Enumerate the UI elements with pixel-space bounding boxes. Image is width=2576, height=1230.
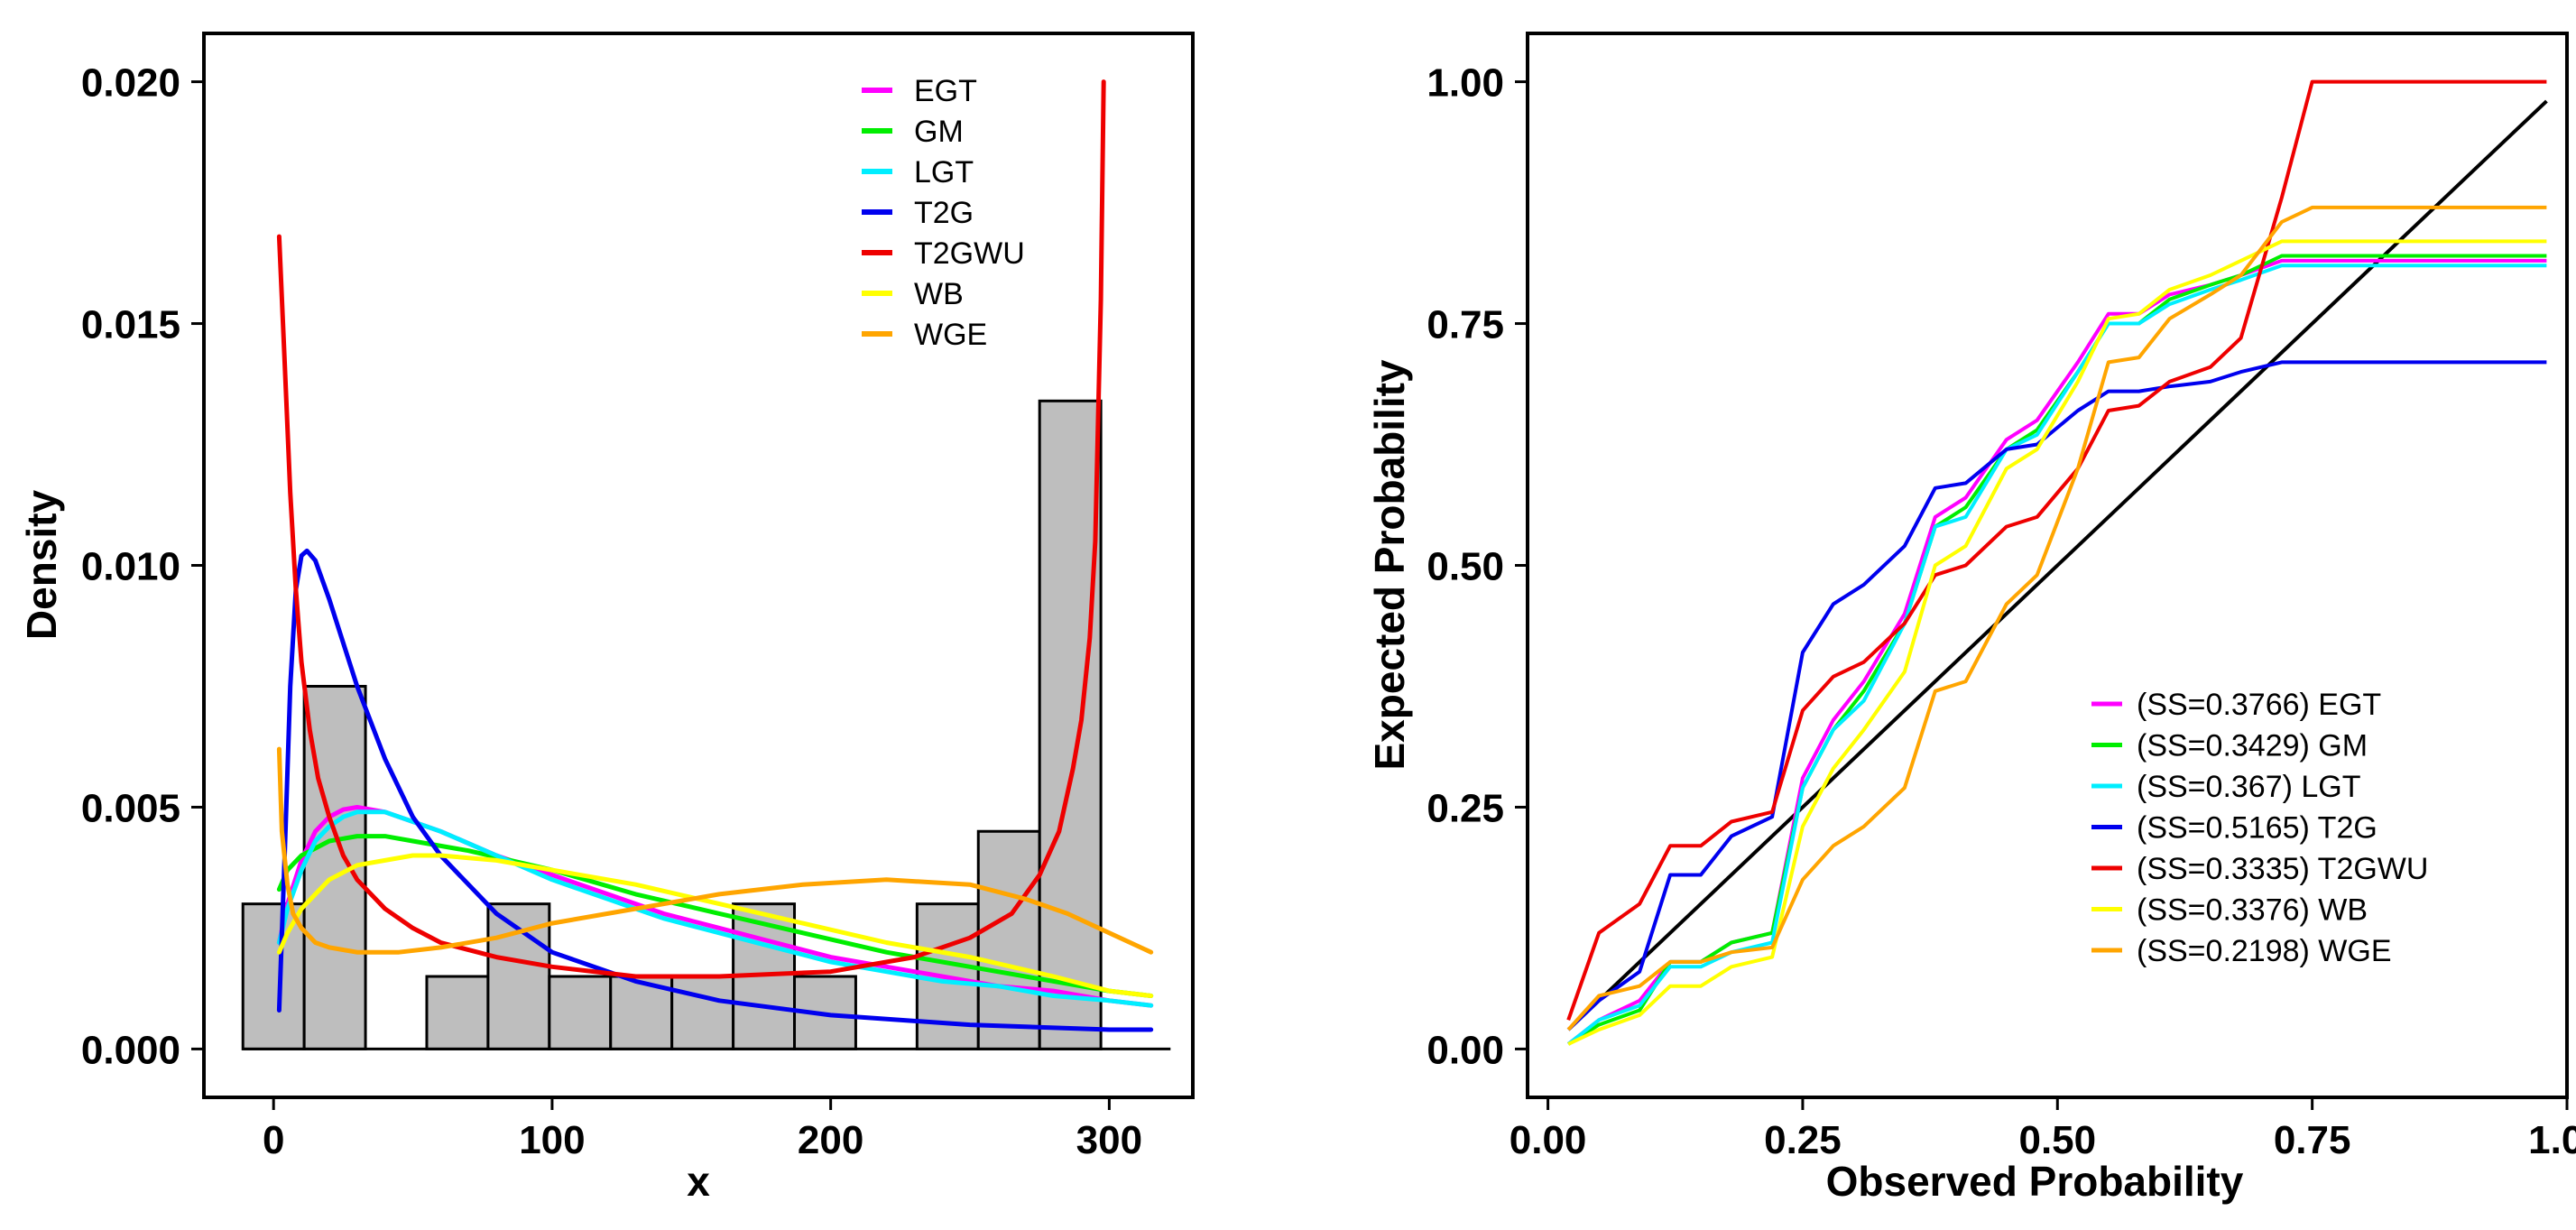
density-x-tick-label: 100 xyxy=(519,1118,585,1162)
density-y-tick-label: 0.020 xyxy=(81,61,180,106)
histogram-bar xyxy=(1038,399,1103,1050)
density-y-axis-title: Density xyxy=(18,490,65,641)
pp-legend-label-t2g: (SS=0.5165) T2G xyxy=(2137,811,2377,846)
histogram-bar xyxy=(670,975,735,1050)
pp-legend-label-wge: (SS=0.2198) WGE xyxy=(2137,934,2392,968)
pp-plot-frame xyxy=(1526,32,2569,1099)
density-axis-ticks: 0 100 200 300 0.000 0.005 0.010 0.015 0.020 xyxy=(81,61,1142,1162)
pp-curve-t2gwu xyxy=(1566,79,2547,1021)
pp-legend-label-t2gwu: (SS=0.3335) T2GWU xyxy=(2137,852,2428,886)
pp-panel: 0.00 0.25 0.50 0.75 1.00 0.00 0.25 0.50 0.75 1.00… xyxy=(1366,32,2576,1205)
density-legend-label-t2g: T2G xyxy=(914,196,974,230)
density-legend-label-t2gwu: T2GWU xyxy=(914,236,1025,271)
pp-y-tick-label: 0.00 xyxy=(1426,1028,1504,1072)
pp-x-tick-label: 0.00 xyxy=(1510,1118,1587,1162)
histogram-bar xyxy=(425,975,490,1050)
histogram-bar xyxy=(241,902,306,1050)
pp-legend-label-egt: (SS=0.3766) EGT xyxy=(2137,688,2381,722)
pp-curve-egt xyxy=(1566,258,2547,1046)
pp-curve-wb xyxy=(1567,239,2547,1046)
pp-y-axis-title: Expected Probability xyxy=(1366,359,1413,770)
pp-y-tick-label: 0.50 xyxy=(1426,545,1504,589)
pp-legend-label-wb: (SS=0.3376) WB xyxy=(2137,893,2368,928)
density-legend-label-wge: WGE xyxy=(914,318,987,352)
density-curve-t2gwu xyxy=(276,79,1106,979)
histogram-bar xyxy=(976,829,1041,1050)
density-histogram xyxy=(241,399,1171,1050)
pp-x-tick-label: 0.50 xyxy=(2018,1118,2096,1162)
density-y-tick-label: 0.010 xyxy=(81,545,180,589)
density-curves xyxy=(276,79,1154,1032)
pp-y-tick-label: 1.00 xyxy=(1426,61,1504,106)
density-legend-label-egt: EGT xyxy=(914,74,977,108)
pp-x-tick-label: 1.00 xyxy=(2528,1118,2576,1162)
density-legend-label-lgt: LGT xyxy=(914,155,974,190)
pp-curve-lgt xyxy=(1566,264,2547,1046)
pp-curves xyxy=(1566,79,2547,1046)
density-x-tick-label: 200 xyxy=(798,1118,863,1162)
density-curve-wb xyxy=(276,853,1154,998)
density-panel: 0 100 200 300 0.000 0.005 0.010 0.015 0.020 EGT G… xyxy=(18,32,1195,1205)
pp-legend-label-gm: (SS=0.3429) GM xyxy=(2137,729,2368,763)
density-x-axis-title: x xyxy=(687,1158,710,1205)
pp-legend-label-lgt: (SS=0.367) LGT xyxy=(2137,770,2361,804)
pp-x-tick-label: 0.25 xyxy=(1764,1118,1842,1162)
histogram-bar xyxy=(548,975,613,1050)
pp-axis-ticks: 0.00 0.25 0.50 0.75 1.00 0.00 0.25 0.50 0.75 1.00 xyxy=(1426,61,2576,1162)
pp-y-tick-label: 0.25 xyxy=(1426,786,1504,830)
density-legend: EGT GM LGT T2G T2GWU WB WGE xyxy=(862,74,1025,352)
density-legend-label-wb: WB xyxy=(914,277,964,311)
density-y-tick-label: 0.005 xyxy=(81,786,180,830)
density-y-tick-label: 0.000 xyxy=(81,1028,180,1072)
pp-x-tick-label: 0.75 xyxy=(2274,1118,2351,1162)
pp-curve-wge xyxy=(1566,205,2547,1031)
density-y-tick-label: 0.015 xyxy=(81,303,180,347)
density-curve-wge xyxy=(276,746,1154,955)
pp-y-tick-label: 0.75 xyxy=(1426,303,1504,347)
density-legend-label-gm: GM xyxy=(914,115,964,149)
pp-curve-t2g xyxy=(1566,360,2547,1031)
pp-curve-gm xyxy=(1567,254,2547,1046)
density-curve-lgt xyxy=(276,809,1154,1008)
density-curve-egt xyxy=(276,805,1154,1008)
density-x-tick-label: 300 xyxy=(1076,1118,1142,1162)
pp-x-axis-title: Observed Probability xyxy=(1826,1158,2244,1205)
density-x-tick-label: 0 xyxy=(263,1118,284,1162)
pp-legend: (SS=0.3766) EGT (SS=0.3429) GM (SS=0.367) … xyxy=(2091,688,2428,968)
